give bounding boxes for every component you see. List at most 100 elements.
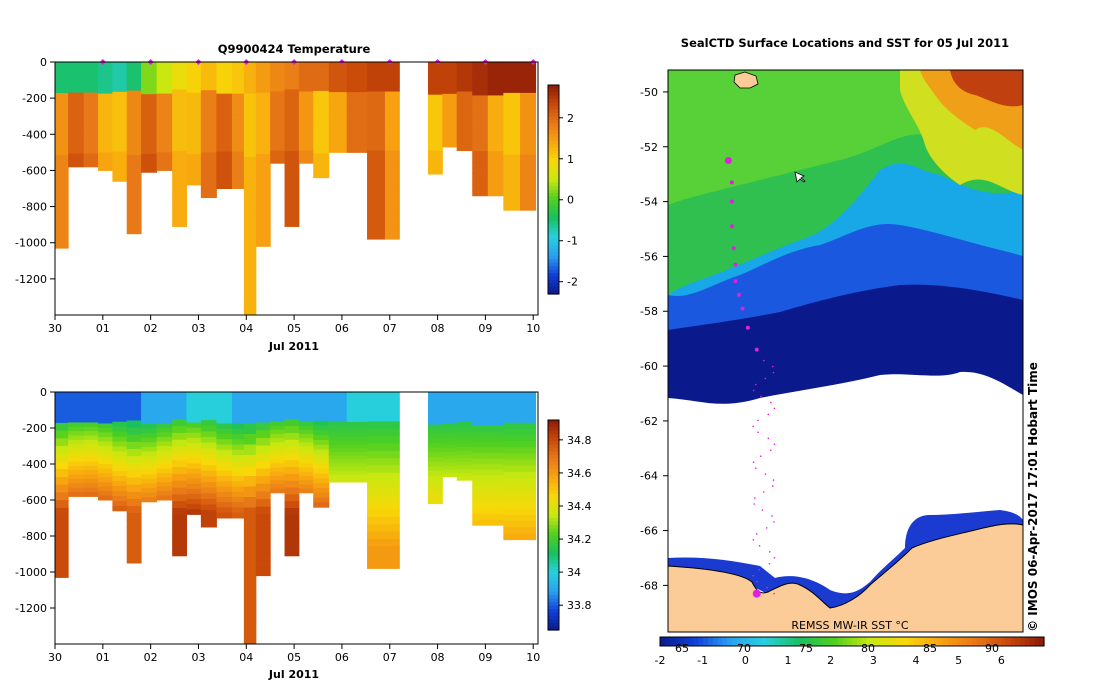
section-cell xyxy=(503,447,521,454)
section-cell xyxy=(384,106,400,115)
section-cell xyxy=(83,162,99,168)
section-cell xyxy=(255,392,271,401)
section-cell xyxy=(456,135,473,140)
section-cell xyxy=(503,502,521,510)
x-tick-label: 06 xyxy=(335,651,349,664)
section-cell xyxy=(428,76,443,82)
colorbar-swatch xyxy=(548,186,559,191)
section-cell xyxy=(384,224,400,233)
section-cell xyxy=(231,465,245,472)
section-cell xyxy=(520,136,537,143)
colorbar-swatch xyxy=(548,248,559,253)
cursor-pointer-icon xyxy=(794,171,806,183)
section-cell xyxy=(68,79,85,85)
section-cell xyxy=(456,84,473,89)
section-cell xyxy=(346,137,368,142)
section-cell xyxy=(428,480,443,486)
section-cell xyxy=(141,126,158,132)
section-cell xyxy=(520,484,537,491)
section-cell xyxy=(328,452,348,457)
section-cell xyxy=(243,272,257,284)
section-cell xyxy=(456,69,473,74)
section-cell xyxy=(112,441,128,447)
section-cell xyxy=(231,104,245,110)
section-cell xyxy=(172,528,188,536)
section-cell xyxy=(456,76,473,81)
section-cell xyxy=(313,129,330,135)
section-cell xyxy=(156,464,173,469)
section-cell xyxy=(328,141,348,146)
section-profile xyxy=(98,392,113,501)
section-cell xyxy=(487,508,504,515)
section-cell xyxy=(186,169,202,176)
section-cell xyxy=(172,453,188,461)
section-cell xyxy=(243,602,257,613)
track-point xyxy=(733,262,738,267)
colorbar-swatch xyxy=(660,637,666,646)
section-cell xyxy=(503,117,521,125)
section-cell xyxy=(126,112,142,120)
section-profile xyxy=(172,392,188,557)
section-cell xyxy=(384,539,400,547)
section-cell xyxy=(520,160,537,168)
section-cell xyxy=(384,428,400,437)
section-cell xyxy=(243,476,257,487)
section-cell xyxy=(384,209,400,218)
section-cell xyxy=(346,62,368,67)
section-cell xyxy=(503,471,521,479)
section-cell xyxy=(98,441,113,447)
section-cell xyxy=(503,490,521,498)
section-cell xyxy=(255,146,271,155)
section-cell xyxy=(83,158,99,163)
x-tick-label: 07 xyxy=(383,322,397,335)
colorbar-swatch xyxy=(548,224,559,229)
antarctic-land xyxy=(668,523,1023,632)
section-cell xyxy=(231,72,245,79)
section-profile xyxy=(55,62,69,249)
section-cell xyxy=(487,430,504,437)
section-cell xyxy=(346,92,368,97)
colorbar-swatch xyxy=(548,147,559,152)
colorbar-swatch xyxy=(952,637,959,646)
section-cell xyxy=(68,400,85,406)
section-cell xyxy=(112,76,128,83)
colorbar-swatch xyxy=(548,567,559,572)
section-cell xyxy=(126,406,142,414)
section-cell xyxy=(313,454,330,460)
y-tick-label: 0 xyxy=(40,386,47,399)
section-cell xyxy=(141,488,158,494)
section-cell xyxy=(428,438,443,444)
section-cell xyxy=(442,413,458,418)
section-cell xyxy=(503,416,521,424)
section-cell xyxy=(186,499,202,505)
colorbar-swatch xyxy=(1029,637,1035,646)
section-cell xyxy=(55,85,69,94)
island-icon xyxy=(733,71,759,89)
section-cell xyxy=(141,478,158,484)
section-cell xyxy=(172,130,188,138)
colorbar-swatch xyxy=(866,637,872,646)
section-cell xyxy=(284,62,300,70)
section-cell xyxy=(141,135,158,141)
colorbar-swatch xyxy=(548,458,559,463)
section-cell xyxy=(442,392,458,397)
section-cell xyxy=(141,460,158,466)
section-cell xyxy=(98,116,113,122)
section-cell xyxy=(255,62,271,71)
x-tick-label: 01 xyxy=(96,651,110,664)
section-cell xyxy=(112,392,128,398)
section-cell xyxy=(243,413,257,424)
section-cell xyxy=(141,396,158,402)
section-cell xyxy=(200,521,217,528)
section-cell xyxy=(520,74,537,82)
section-cell xyxy=(367,502,386,511)
section-cell xyxy=(255,399,271,408)
colorbar-swatch xyxy=(756,637,762,646)
section-cell xyxy=(126,449,142,457)
section-cell xyxy=(456,124,473,129)
section-cell xyxy=(328,459,348,464)
x-tick-label: 10 xyxy=(526,651,540,664)
section-cell xyxy=(156,491,173,496)
section-cell xyxy=(55,500,69,509)
section-cell xyxy=(503,99,521,106)
